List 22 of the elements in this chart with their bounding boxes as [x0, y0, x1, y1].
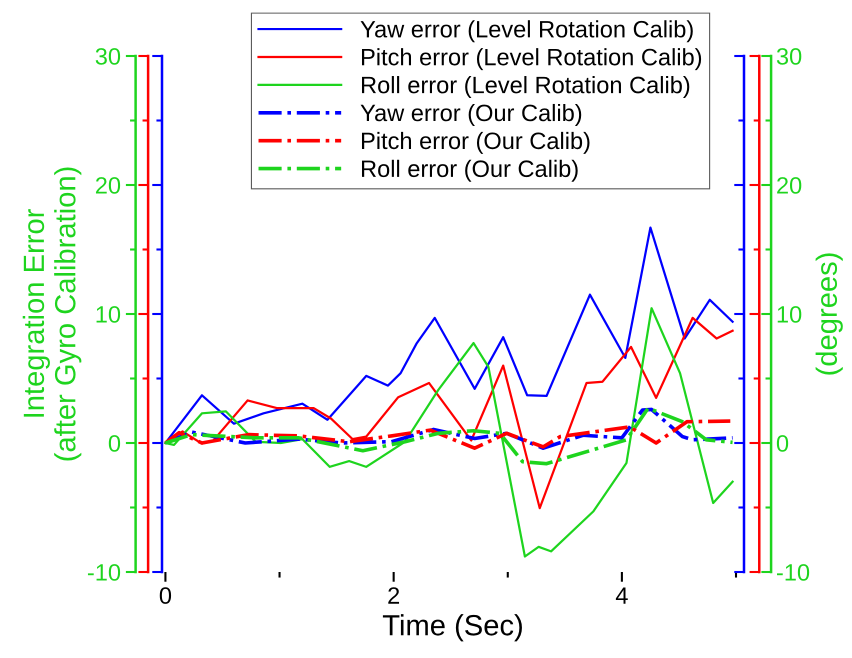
y-tick-label: 10: [96, 306, 120, 323]
x-tick-label: 2: [388, 587, 400, 604]
y2-tick-label: 10: [778, 306, 802, 323]
x-axis-title: Time (Sec): [382, 614, 522, 642]
legend-label: Roll error (Level Rotation Calib): [362, 76, 690, 98]
y-tick-label: -10: [88, 564, 120, 581]
legend-label: Yaw error (Level Rotation Calib): [360, 20, 693, 42]
legend-label: Pitch error (Level Rotation Calib): [362, 48, 702, 70]
y-tick-label: 30: [96, 48, 120, 65]
y2-tick-label: -10: [776, 564, 810, 581]
y2-axis-title: (degrees): [816, 253, 843, 375]
y2-tick-label: 0: [776, 435, 788, 452]
x-tick-label: 4: [616, 587, 628, 604]
legend-label: Pitch error (Our Calib): [362, 132, 590, 154]
y2-tick-label: 20: [777, 177, 802, 194]
legend-label: Roll error (Our Calib): [362, 160, 578, 182]
x-tick-label: 0: [160, 587, 172, 604]
y-axis-title: Integration Error (after Gyro Calibration): [22, 167, 82, 460]
legend-label: Yaw error (Our Calib): [360, 104, 582, 126]
y-tick-label: 20: [96, 177, 120, 194]
y-tick-label: 0: [108, 435, 120, 452]
y2-tick-label: 30: [776, 48, 802, 65]
